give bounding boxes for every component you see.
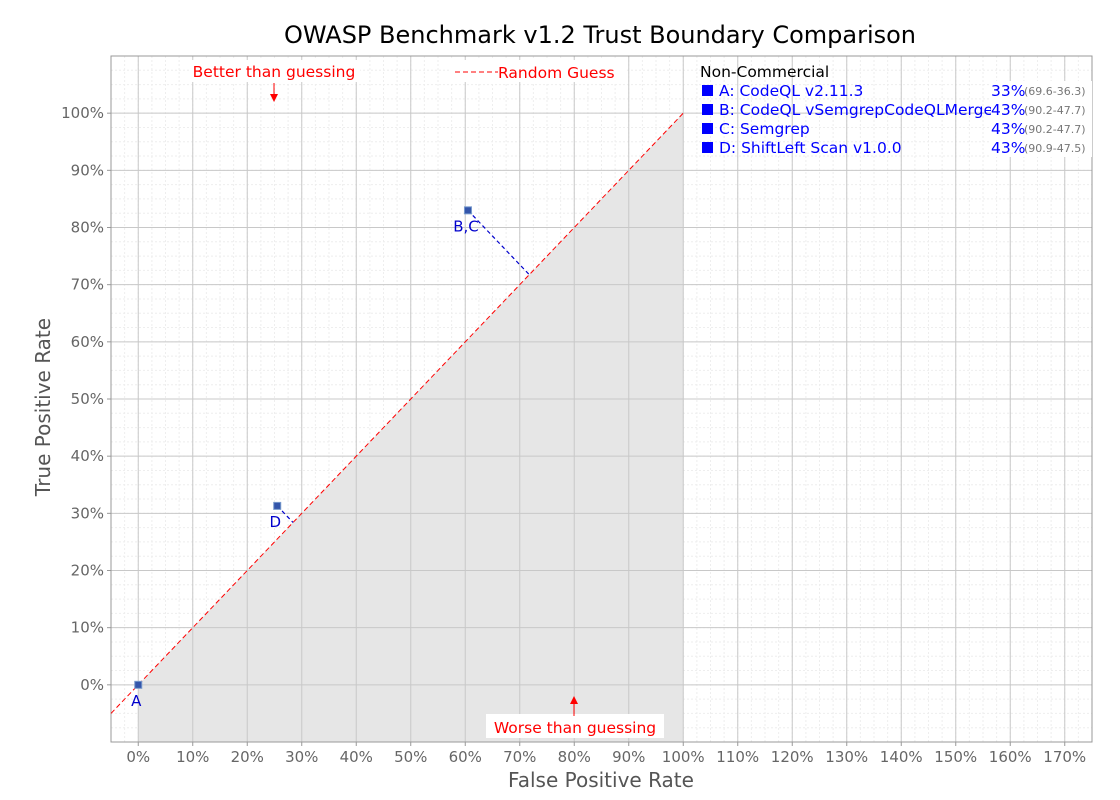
y-tick-label: 90% — [71, 161, 104, 179]
y-tick-label: 30% — [71, 504, 104, 522]
x-tick-label: 150% — [934, 748, 977, 766]
y-tick-label: 50% — [71, 390, 104, 408]
legend-entry-range: (90.2-47.7) — [1024, 104, 1086, 117]
data-point — [463, 206, 472, 215]
x-tick-label: 120% — [771, 748, 814, 766]
legend-entry-score: 43% — [991, 120, 1025, 138]
major-grid — [111, 56, 1092, 742]
data-point — [134, 680, 143, 689]
data-point — [273, 501, 282, 510]
legend-entry-range: (69.6-36.3) — [1024, 85, 1086, 98]
legend-entry-score: 43% — [991, 101, 1025, 119]
x-tick-label: 20% — [231, 748, 264, 766]
x-tick-label: 30% — [285, 748, 318, 766]
y-tick-label: 80% — [71, 219, 104, 237]
x-tick-label: 60% — [449, 748, 482, 766]
legend-entry-score: 43% — [991, 139, 1025, 157]
legend-entry-name: C: Semgrep — [719, 120, 810, 138]
legend-entry-name: B: CodeQL vSemgrepCodeQLMerge — [719, 101, 993, 119]
y-tick-label: 20% — [71, 562, 104, 580]
x-tick-label: 100% — [662, 748, 705, 766]
worse-than-guessing-label: Worse than guessing — [494, 719, 656, 737]
legend-entry-score: 33% — [991, 82, 1025, 100]
legend-marker — [702, 123, 713, 134]
x-tick-label: 50% — [394, 748, 427, 766]
x-tick-label: 110% — [716, 748, 759, 766]
legend-entry-name: D: ShiftLeft Scan v1.0.0 — [719, 139, 902, 157]
data-points: A B,C D — [131, 206, 479, 710]
x-tick-label: 0% — [126, 748, 150, 766]
x-axis-ticks: 0% 10% 20% 30% 40% 50% 60% 70% 80% 90% 100% 110% 120… — [126, 742, 1086, 766]
x-tick-label: 90% — [612, 748, 645, 766]
worse-label-background — [486, 714, 664, 738]
x-tick-label: 40% — [340, 748, 373, 766]
point-label: A — [131, 692, 142, 710]
legend: Non-Commercial A: CodeQL v2.11.3 33%(69.6… — [700, 63, 1092, 157]
y-tick-label: 40% — [71, 447, 104, 465]
legend-line-background — [450, 60, 626, 82]
point-label: B,C — [453, 217, 479, 235]
legend-entry-range: (90.2-47.7) — [1024, 123, 1086, 136]
random-guess-label: Random Guess — [498, 64, 615, 82]
y-tick-label: 100% — [61, 104, 104, 122]
y-axis-ticks: 0% 10% 20% 30% 40% 50% 60% 70% 80% 90% 100% — [61, 104, 111, 694]
guide-line — [467, 209, 530, 276]
x-tick-label: 140% — [880, 748, 923, 766]
y-axis-title: True Positive Rate — [31, 318, 55, 497]
x-tick-label: 80% — [558, 748, 591, 766]
worse-arrow — [570, 696, 578, 716]
legend-entry-range: (90.9-47.5) — [1024, 142, 1086, 155]
legend-marker — [702, 85, 713, 96]
x-tick-label: 70% — [503, 748, 536, 766]
legend-marker — [702, 104, 713, 115]
better-label-background — [190, 60, 360, 82]
y-tick-label: 70% — [71, 276, 104, 294]
x-axis-title: False Positive Rate — [508, 768, 694, 792]
y-tick-label: 0% — [80, 676, 104, 694]
y-tick-label: 10% — [71, 619, 104, 637]
random-guess-line — [110, 112, 684, 714]
legend-entry-name: A: CodeQL v2.11.3 — [719, 82, 863, 100]
x-tick-label: 10% — [176, 748, 209, 766]
legend-score-background — [991, 138, 1092, 157]
better-arrow — [270, 83, 278, 102]
legend-score-background — [991, 100, 1092, 119]
legend-heading: Non-Commercial — [700, 63, 829, 81]
point-label: D — [269, 513, 281, 531]
y-tick-label: 60% — [71, 333, 104, 351]
legend-score-background — [991, 81, 1092, 100]
better-than-guessing-label: Better than guessing — [193, 63, 356, 81]
legend-score-background — [991, 119, 1092, 138]
x-tick-label: 130% — [825, 748, 868, 766]
chart-title: OWASP Benchmark v1.2 Trust Boundary Comp… — [284, 21, 916, 49]
legend-marker — [702, 142, 713, 153]
x-tick-label: 170% — [1043, 748, 1086, 766]
x-tick-label: 160% — [989, 748, 1032, 766]
